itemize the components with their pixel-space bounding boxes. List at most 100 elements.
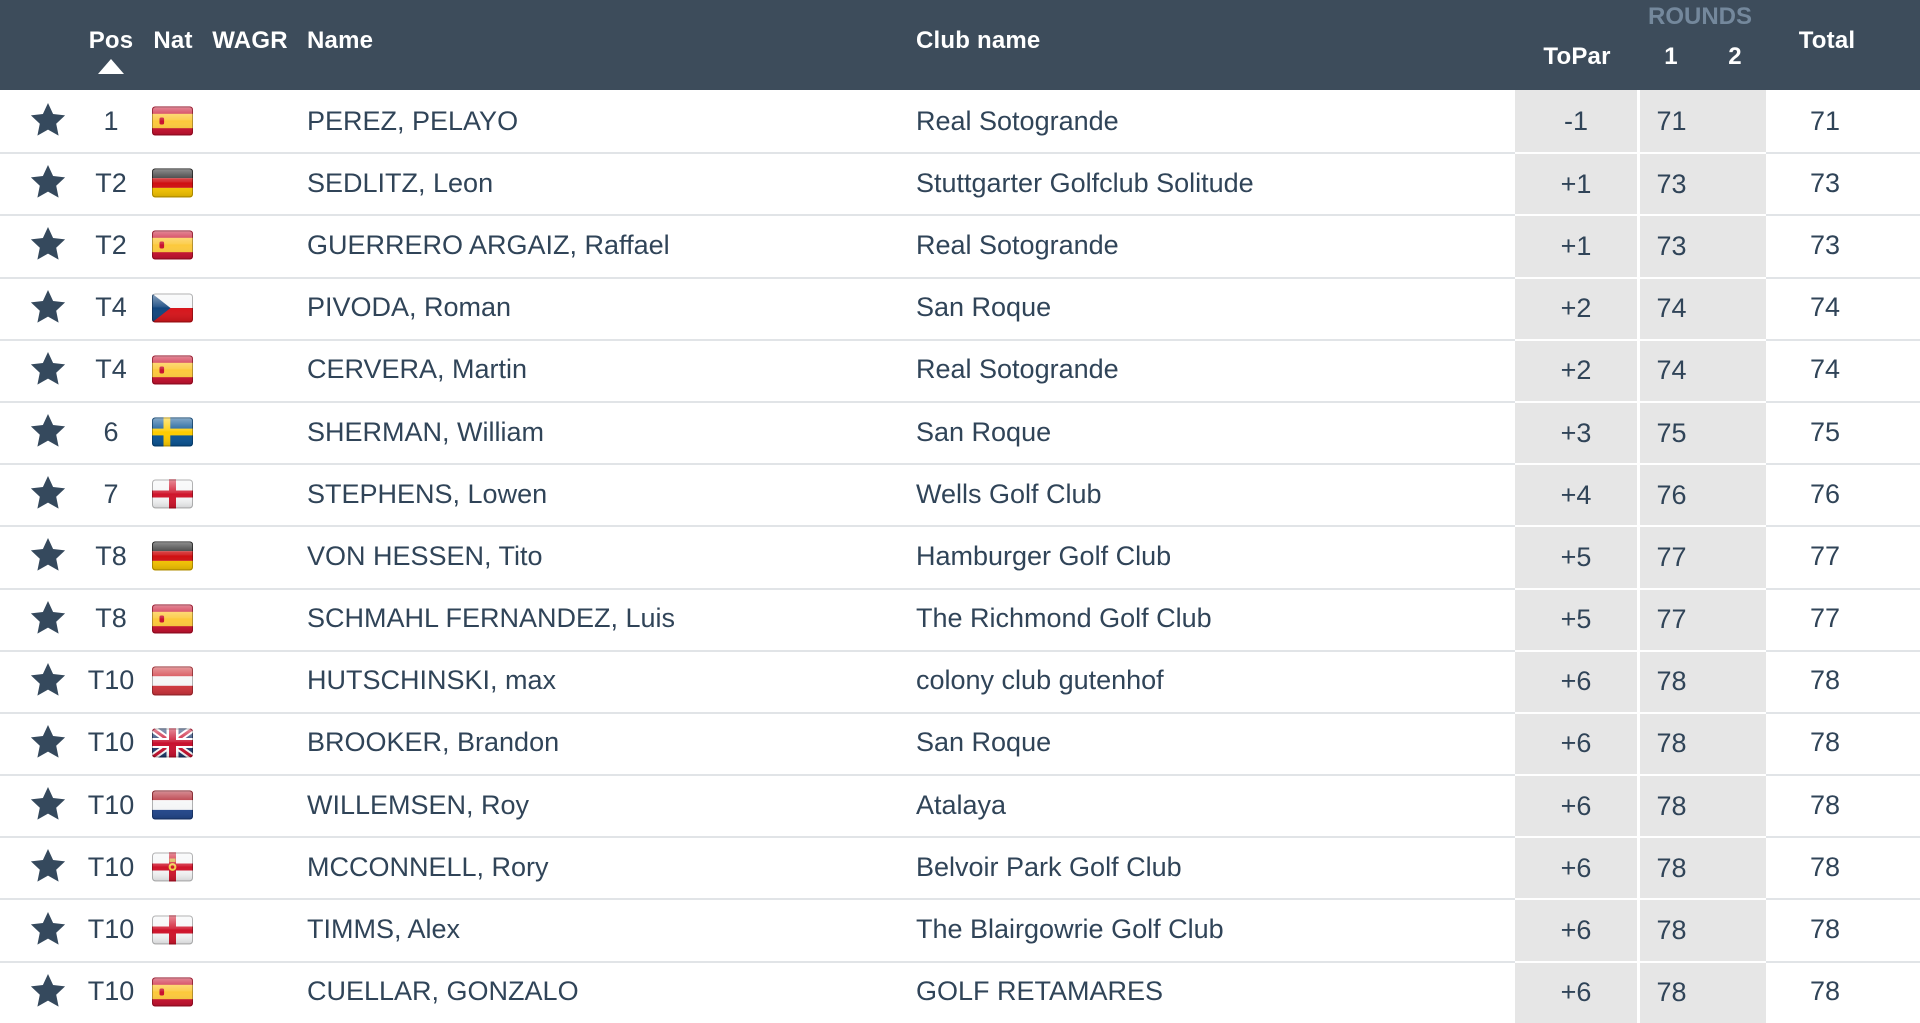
- round1-score: 73: [1656, 168, 1687, 199]
- column-header-wagr[interactable]: WAGR: [212, 27, 288, 54]
- table-row[interactable]: T10 TIMMS, Alex The Blairgowrie Golf Clu…: [0, 898, 1920, 961]
- total-score-cell: 74: [1809, 292, 1841, 323]
- club-name: San Roque: [916, 416, 1052, 447]
- total-score-cell: 78: [1809, 976, 1841, 1007]
- favorite-star-icon[interactable]: [29, 848, 67, 886]
- to-par-cell: +6: [1515, 836, 1637, 899]
- round2-score: [1703, 216, 1766, 276]
- favorite-star-icon[interactable]: [29, 786, 67, 824]
- position-value: T10: [87, 851, 135, 882]
- sort-ascending-icon[interactable]: [98, 59, 124, 74]
- round1-score: 78: [1656, 666, 1687, 697]
- to-par-cell: +1: [1515, 214, 1637, 277]
- favorite-star-icon[interactable]: [29, 475, 67, 513]
- player-name[interactable]: PIVODA, Roman: [307, 292, 512, 323]
- nationality-flag-icon-gbr: [152, 728, 193, 758]
- favorite-star-icon[interactable]: [29, 911, 67, 949]
- club-name: GOLF RETAMARES: [916, 976, 1164, 1007]
- table-row[interactable]: T8 SCHMAHL FERNANDEZ, Luis The Richmond …: [0, 587, 1920, 650]
- column-header-total[interactable]: Total: [1798, 27, 1856, 54]
- rounds-cells: 77: [1637, 525, 1766, 588]
- player-name[interactable]: STEPHENS, Lowen: [307, 478, 548, 509]
- player-name[interactable]: MCCONNELL, Rory: [307, 851, 549, 882]
- round2-score: [1703, 838, 1766, 898]
- club-name: Stuttgarter Golfclub Solitude: [916, 167, 1254, 198]
- player-name[interactable]: SHERMAN, William: [307, 416, 545, 447]
- round2-score: [1703, 963, 1766, 1023]
- player-name[interactable]: GUERRERO ARGAIZ, Raffael: [307, 229, 670, 260]
- round2-score: [1703, 900, 1766, 960]
- player-name[interactable]: PEREZ, PELAYO: [307, 105, 519, 136]
- round1-score: 78: [1656, 728, 1687, 759]
- round1-score: 77: [1656, 541, 1687, 572]
- rounds-cells: 73: [1637, 214, 1766, 277]
- nationality-flag-icon-ger: [152, 541, 193, 571]
- nationality-flag-icon-swe: [152, 417, 193, 447]
- favorite-star-icon[interactable]: [29, 413, 67, 451]
- table-row[interactable]: T10 WILLEMSEN, Roy Atalaya +6 78 78: [0, 774, 1920, 837]
- club-name: Belvoir Park Golf Club: [916, 851, 1182, 882]
- to-par-cell: +6: [1515, 711, 1637, 775]
- table-row[interactable]: T8 VON HESSEN, Tito Hamburger Golf Club …: [0, 525, 1920, 588]
- player-name[interactable]: HUTSCHINSKI, max: [307, 665, 557, 696]
- favorite-star-icon[interactable]: [29, 351, 67, 389]
- total-score-cell: 78: [1809, 665, 1841, 696]
- favorite-star-icon[interactable]: [29, 724, 67, 762]
- position-value: T2: [95, 229, 127, 260]
- player-name[interactable]: CERVERA, Martin: [307, 354, 528, 385]
- player-name[interactable]: VON HESSEN, Tito: [307, 540, 543, 571]
- nationality-flag-icon-esp: [152, 106, 193, 136]
- player-name[interactable]: BROOKER, Brandon: [307, 727, 560, 758]
- round2-score: [1703, 590, 1766, 650]
- column-header-round1[interactable]: 1: [1664, 43, 1678, 70]
- table-row[interactable]: T10 CUELLAR, GONZALO GOLF RETAMARES +6 7…: [0, 960, 1920, 1023]
- total-score-cell: 78: [1809, 789, 1841, 820]
- player-name[interactable]: SEDLITZ, Leon: [307, 167, 494, 198]
- total-score-cell: 75: [1809, 416, 1841, 447]
- column-header-topar[interactable]: ToPar: [1543, 43, 1611, 70]
- favorite-star-icon[interactable]: [29, 164, 67, 202]
- table-row[interactable]: 7 STEPHENS, Lowen Wells Golf Club +4 76 …: [0, 463, 1920, 526]
- favorite-star-icon[interactable]: [29, 662, 67, 700]
- column-header-club[interactable]: Club name: [916, 27, 1041, 54]
- player-name[interactable]: TIMMS, Alex: [307, 914, 461, 945]
- club-name: Wells Golf Club: [916, 478, 1102, 509]
- round1-score: 74: [1656, 355, 1687, 386]
- column-header-nat[interactable]: Nat: [153, 27, 193, 54]
- position-value: T10: [87, 789, 135, 820]
- table-row[interactable]: 1 PEREZ, PELAYO Real Sotogrande -1 71 71: [0, 90, 1920, 153]
- player-name[interactable]: CUELLAR, GONZALO: [307, 976, 579, 1007]
- round1-score: 76: [1656, 479, 1687, 510]
- column-header-pos[interactable]: Pos: [88, 27, 134, 54]
- position-value: T10: [87, 976, 135, 1007]
- table-row[interactable]: T10 BROOKER, Brandon San Roque +6 78 78: [0, 711, 1920, 775]
- round2-score: [1703, 527, 1766, 587]
- favorite-star-icon[interactable]: [29, 973, 67, 1011]
- favorite-star-icon[interactable]: [29, 537, 67, 575]
- rounds-cells: 77: [1637, 587, 1766, 650]
- nationality-flag-icon-esp: [152, 977, 193, 1007]
- table-row[interactable]: T10 HUTSCHINSKI, max colony club gutenho…: [0, 649, 1920, 712]
- nationality-flag-icon-cze: [152, 293, 193, 323]
- position-value: T10: [87, 727, 135, 758]
- position-value: T2: [95, 167, 127, 198]
- table-row[interactable]: T4 CERVERA, Martin Real Sotogrande +2 74…: [0, 338, 1920, 401]
- favorite-star-icon[interactable]: [29, 226, 67, 264]
- player-name[interactable]: SCHMAHL FERNANDEZ, Luis: [307, 603, 676, 634]
- column-header-round2[interactable]: 2: [1728, 43, 1742, 70]
- table-row[interactable]: T2 SEDLITZ, Leon Stuttgarter Golfclub So…: [0, 152, 1920, 215]
- player-name[interactable]: WILLEMSEN, Roy: [307, 789, 530, 820]
- favorite-star-icon[interactable]: [29, 102, 67, 140]
- column-header-name[interactable]: Name: [307, 27, 374, 54]
- table-row[interactable]: 6 SHERMAN, William San Roque +3 75 75: [0, 400, 1920, 464]
- rounds-cells: 75: [1637, 400, 1766, 464]
- table-row[interactable]: T2 GUERRERO ARGAIZ, Raffael Real Sotogra…: [0, 214, 1920, 277]
- rounds-cells: 78: [1637, 960, 1766, 1023]
- nationality-flag-icon-esp: [152, 604, 193, 634]
- table-row[interactable]: T4 PIVODA, Roman San Roque +2 74 74: [0, 276, 1920, 339]
- favorite-star-icon[interactable]: [29, 600, 67, 638]
- favorite-star-icon[interactable]: [29, 289, 67, 327]
- table-row[interactable]: T10 MCCONNELL, Rory Belvoir Park Golf Cl…: [0, 836, 1920, 899]
- rounds-cells: 74: [1637, 276, 1766, 339]
